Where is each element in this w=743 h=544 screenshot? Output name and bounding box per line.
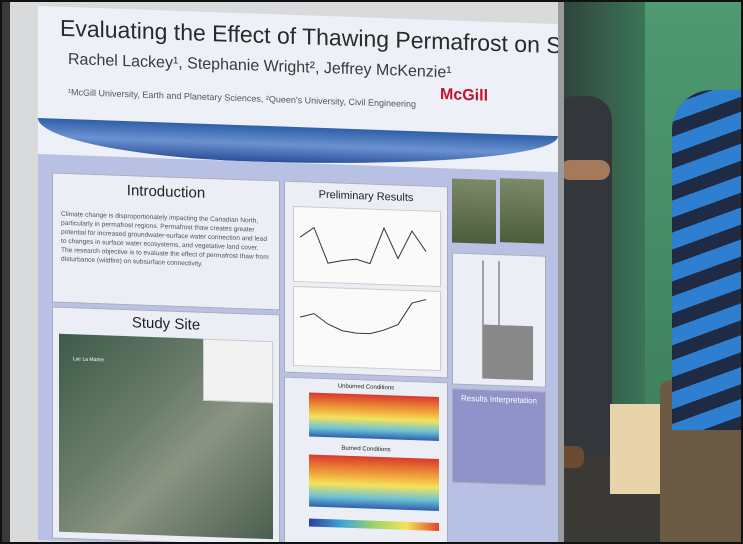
study-site-heading: Study Site: [131, 314, 201, 334]
borehole-chart-panel: [452, 252, 546, 388]
preliminary-results-panel: Preliminary Results: [284, 180, 448, 379]
poster-affiliations: ¹McGill University, Earth and Planetary …: [68, 87, 417, 110]
results-chart-bottom: [293, 285, 441, 372]
resistivity-profile-unburned: [309, 392, 439, 442]
introduction-body: Climate change is disproportionately imp…: [61, 210, 269, 268]
introduction-panel: Introduction Climate change is dispropor…: [52, 172, 280, 311]
research-poster: Evaluating the Effect of Thawing Permafr…: [38, 6, 558, 544]
poster-board: Evaluating the Effect of Thawing Permafr…: [10, 0, 564, 544]
profiles-panel: Unburned Conditions Burned Conditions: [284, 376, 448, 544]
results-interpretation-heading: Results Interpretation: [460, 393, 538, 406]
results-line-top: [299, 226, 427, 265]
resistivity-profile-burned: [309, 454, 439, 512]
poster-authors: Rachel Lackey¹, Stephanie Wright², Jeffr…: [68, 51, 452, 82]
person-arm: [560, 160, 610, 180]
study-site-panel: Study Site Lac La Martre: [52, 306, 280, 544]
map-label: Lac La Martre: [73, 356, 104, 364]
results-line-bottom: [299, 299, 427, 335]
colour-scale-bar: [309, 518, 439, 532]
borehole-chart: [482, 260, 533, 381]
results-interpretation-panel: Results Interpretation: [452, 388, 546, 486]
location-inset-map: [203, 338, 273, 404]
person-foreground-striped-shirt: [672, 90, 743, 430]
mcgill-logo: McGill: [440, 86, 489, 105]
results-chart-top: [293, 205, 441, 288]
introduction-heading: Introduction: [126, 182, 206, 202]
preliminary-results-heading: Preliminary Results: [318, 188, 414, 205]
site-photo-2: [500, 178, 544, 244]
site-photo-1: [452, 178, 496, 244]
